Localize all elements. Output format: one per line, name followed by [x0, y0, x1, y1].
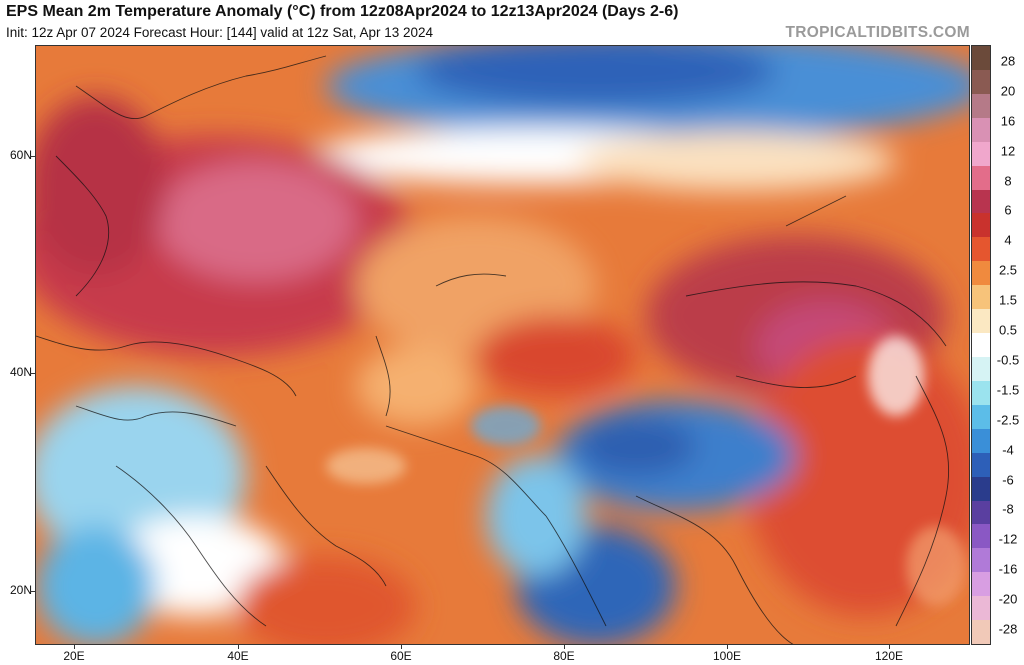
colorbar-label: -8 — [1002, 501, 1014, 517]
lat-tick — [30, 591, 35, 592]
colorbar-swatch — [972, 165, 990, 190]
lon-label-100e: 100E — [712, 649, 742, 663]
colorbar-swatch — [972, 356, 990, 381]
colorbar-swatch — [972, 141, 990, 166]
anomaly-field — [36, 46, 969, 644]
colorbar-swatch — [972, 404, 990, 429]
watermark: TROPICALTIDBITS.COM — [785, 24, 970, 41]
colorbar-label: -2.5 — [996, 412, 1020, 428]
colorbar-labels: 28 20 16 12 8 6 4 2.5 1.5 0.5 -0.5 -1.5 -2.5 -4 -6 -8 -1… — [992, 45, 1024, 645]
colorbar-swatch — [972, 309, 990, 334]
lat-label-20n: 20N — [9, 583, 32, 597]
colorbar-label: -4 — [1002, 442, 1014, 458]
lon-label-120e: 120E — [874, 649, 904, 663]
lon-label-80e: 80E — [553, 649, 575, 663]
map-title: EPS Mean 2m Temperature Anomaly (°C) fro… — [6, 3, 679, 20]
colorbar-label: 8 — [1004, 173, 1012, 189]
lon-tick — [727, 645, 728, 649]
colorbar-swatch — [972, 500, 990, 525]
colorbar-label: 16 — [1000, 113, 1016, 129]
colorbar-label: 12 — [1000, 143, 1016, 159]
colorbar-label: -1.5 — [996, 382, 1020, 398]
colorbar-swatch — [972, 620, 990, 645]
colorbar-swatch — [972, 213, 990, 238]
colorbar-swatch — [972, 428, 990, 453]
lat-tick — [30, 373, 35, 374]
map-subtitle: Init: 12z Apr 07 2024 Forecast Hour: [14… — [6, 25, 434, 40]
colorbar-swatch — [972, 285, 990, 310]
lat-label-60n: 60N — [9, 148, 32, 162]
colorbar-label: 1.5 — [998, 292, 1018, 308]
colorbar-swatch — [972, 189, 990, 214]
lat-tick — [30, 156, 35, 157]
colorbar-swatch — [972, 117, 990, 142]
colorbar-swatch — [972, 524, 990, 549]
colorbar-label: -0.5 — [996, 352, 1020, 368]
lon-tick — [74, 645, 75, 649]
colorbar-swatch — [972, 46, 990, 70]
colorbar-label: 4 — [1004, 232, 1012, 248]
lat-label-40n: 40N — [9, 365, 32, 379]
lon-tick — [564, 645, 565, 649]
colorbar-swatch — [972, 93, 990, 118]
lon-tick — [889, 645, 890, 649]
colorbar-swatch — [972, 69, 990, 94]
colorbar-swatch — [972, 476, 990, 501]
lon-label-40e: 40E — [227, 649, 249, 663]
colorbar-label: 0.5 — [998, 322, 1018, 338]
colorbar-swatch — [972, 380, 990, 405]
colorbar-label: 20 — [1000, 83, 1016, 99]
colorbar-swatch — [972, 261, 990, 286]
colorbar-label: 2.5 — [998, 262, 1018, 278]
colorbar-swatch — [972, 596, 990, 621]
colorbar-swatch — [972, 548, 990, 573]
colorbar-swatch — [972, 452, 990, 477]
colorbar-label: -16 — [998, 561, 1018, 577]
colorbar-label: 28 — [1000, 53, 1016, 69]
lon-tick — [401, 645, 402, 649]
temperature-anomaly-map — [35, 45, 970, 645]
colorbar — [971, 45, 991, 645]
colorbar-label: -28 — [998, 621, 1018, 637]
colorbar-label: -12 — [998, 531, 1018, 547]
colorbar-swatch — [972, 237, 990, 262]
lon-label-20e: 20E — [63, 649, 85, 663]
colorbar-label: -6 — [1002, 472, 1014, 488]
colorbar-swatch — [972, 333, 990, 357]
colorbar-label: 6 — [1004, 202, 1012, 218]
lon-tick — [238, 645, 239, 649]
lon-label-60e: 60E — [390, 649, 412, 663]
colorbar-swatch — [972, 572, 990, 597]
colorbar-label: -20 — [998, 591, 1018, 607]
